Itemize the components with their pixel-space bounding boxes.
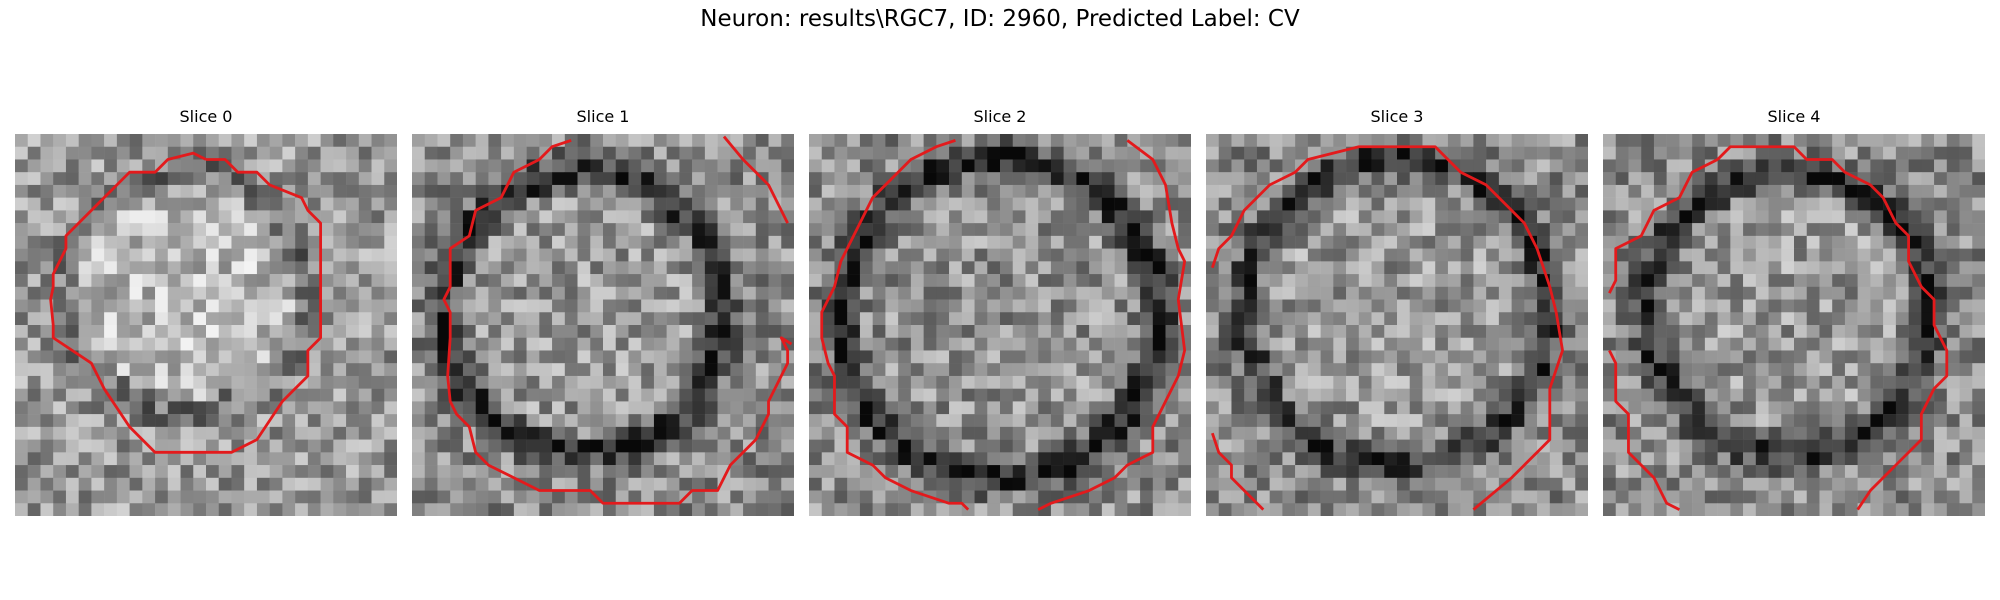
slice-title-2: Slice 2 [973, 107, 1027, 126]
slice-image-1 [412, 134, 794, 516]
slice-title-3: Slice 3 [1370, 107, 1424, 126]
slice-panel-3: Slice 3 [1206, 108, 1588, 516]
contour-line-1-0 [442, 139, 793, 505]
contour-line-4-0 [1716, 145, 1949, 511]
slice-image-2 [809, 134, 1191, 516]
slice-title-1: Slice 1 [576, 107, 630, 126]
contour-line-3-1 [1211, 432, 1265, 511]
slice-panel-2: Slice 2 [809, 108, 1191, 516]
slice-panel-0: Slice 0 [15, 108, 397, 516]
slice-panel-4: Slice 4 [1603, 108, 1985, 516]
slice-image-0 [15, 134, 397, 516]
slice-title-4: Slice 4 [1767, 107, 1821, 126]
figure-title: Neuron: results\RGC7, ID: 2960, Predicte… [700, 6, 1300, 32]
contour-line-3-0 [1211, 145, 1564, 511]
contour-line-1-1 [722, 135, 789, 224]
contour-line-4-2 [1608, 349, 1681, 511]
slice-title-0: Slice 0 [179, 107, 233, 126]
slice-panel-1: Slice 1 [412, 108, 794, 516]
contour-line-2-0 [820, 139, 970, 511]
contour-line-0-0 [49, 151, 323, 454]
contour-line-4-1 [1608, 158, 1719, 294]
slice-image-4 [1603, 134, 1985, 516]
contour-line-2-1 [1037, 139, 1187, 511]
slice-image-3 [1206, 134, 1588, 516]
